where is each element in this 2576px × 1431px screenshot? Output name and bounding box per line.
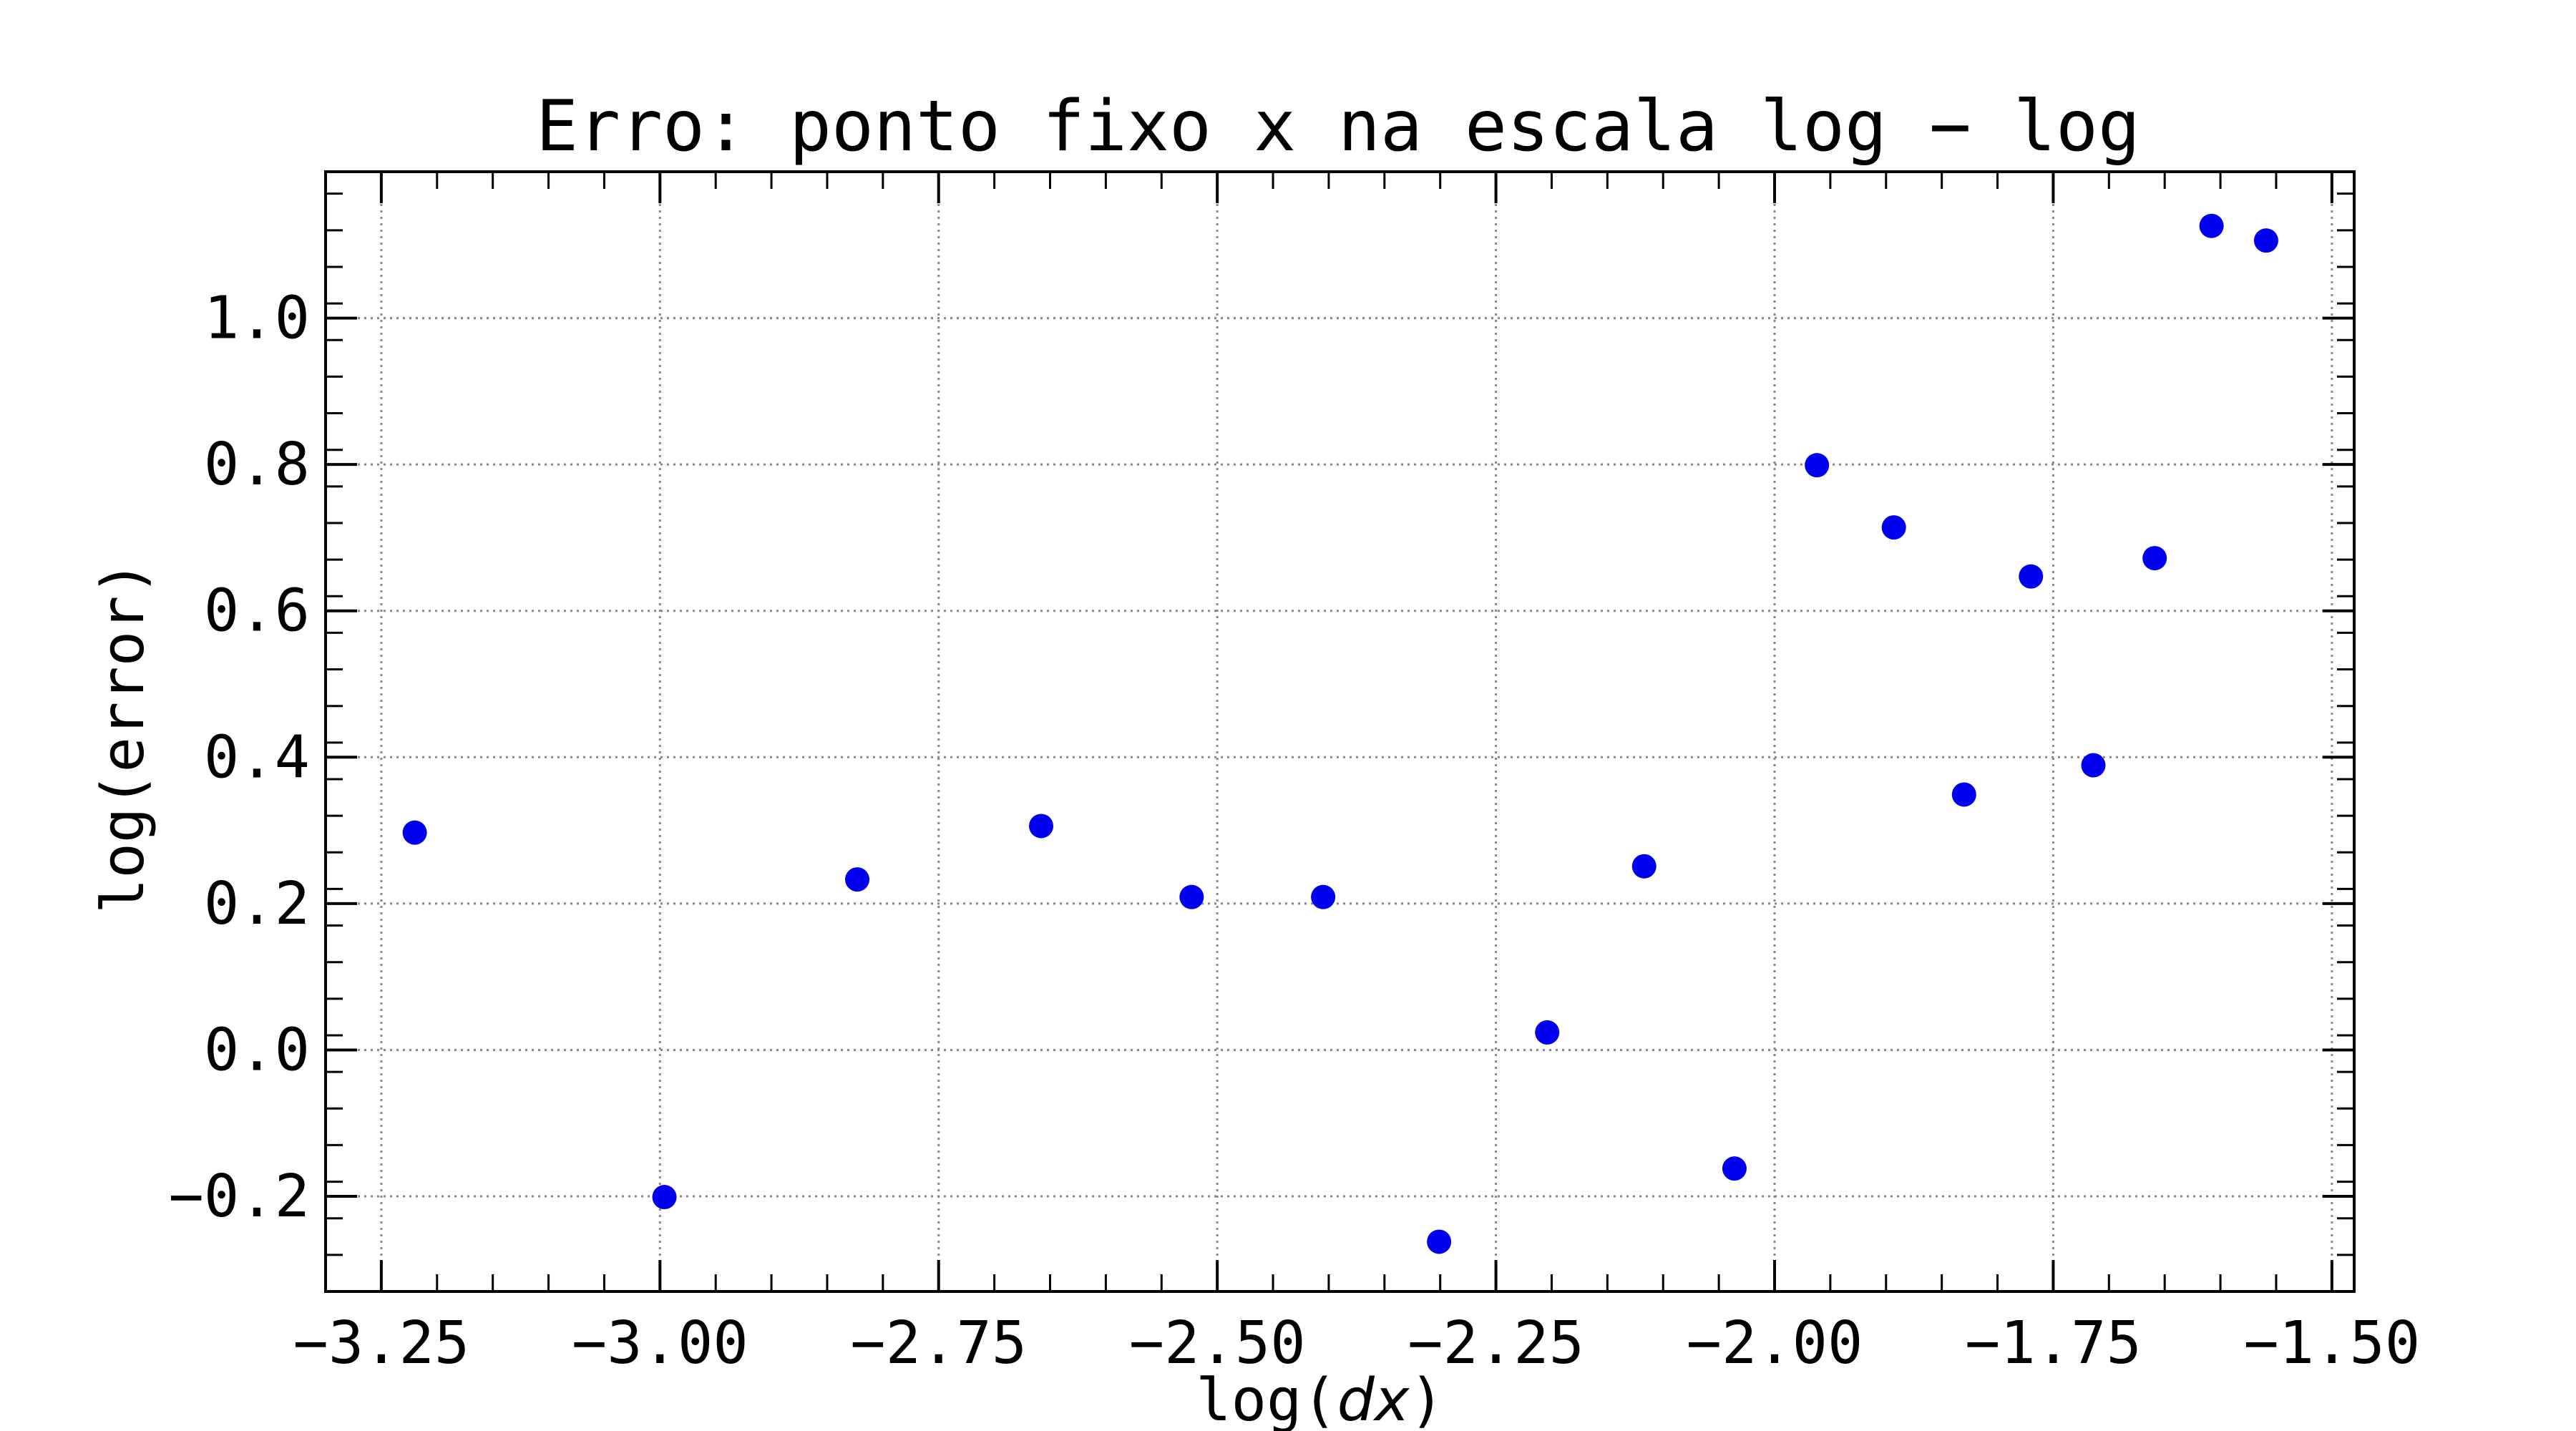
y-tick-label: 0.4 <box>204 723 310 791</box>
data-point <box>2199 213 2224 238</box>
data-point <box>845 867 870 892</box>
data-point <box>2019 564 2044 589</box>
x-tick-label: −2.00 <box>1687 1309 1863 1377</box>
data-point <box>1631 854 1657 879</box>
grid <box>326 172 2354 1291</box>
x-tick-label: −2.25 <box>1407 1309 1584 1377</box>
x-axis-label-variable: dx <box>1337 1367 1410 1431</box>
data-point <box>1951 782 1976 807</box>
data-point <box>1427 1229 1452 1254</box>
x-axis-label-prefix: log( <box>1196 1367 1337 1431</box>
data-point <box>2081 753 2106 778</box>
x-tick-labels: −3.25 −3.00 −2.75 −2.50 −2.25 −2.00 −1.75 −1.50 <box>293 1309 2420 1377</box>
x-tick-label: −1.75 <box>1965 1309 2142 1377</box>
x-tick-label: −1.50 <box>2243 1309 2420 1377</box>
y-tick-label: −0.2 <box>169 1163 310 1231</box>
data-point <box>1805 453 1830 478</box>
y-tick-label: 0.0 <box>204 1016 310 1084</box>
data-point <box>1722 1156 1747 1181</box>
plot-frame <box>324 170 2356 1293</box>
x-axis-label-suffix: ) <box>1409 1367 1444 1431</box>
data-point <box>1881 515 1906 540</box>
y-tick-label: 0.6 <box>204 577 310 645</box>
data-point <box>652 1185 677 1210</box>
chart-title: Erro: ponto fixo x na escala log − log <box>536 86 2140 167</box>
data-point <box>402 820 427 845</box>
y-tick-label: 0.2 <box>204 870 310 938</box>
y-tick-labels: −0.2 0.0 0.2 0.4 0.6 0.8 1.0 <box>169 285 310 1231</box>
data-points <box>402 213 2278 1254</box>
y-axis-label: log(error) <box>89 560 157 914</box>
data-point <box>1311 884 1336 909</box>
x-tick-label: −2.50 <box>1129 1309 1306 1377</box>
y-tick-label: 1.0 <box>204 285 310 353</box>
x-tick-label: −2.75 <box>850 1309 1027 1377</box>
y-tick-label: 0.8 <box>204 431 310 499</box>
data-point <box>1179 884 1204 909</box>
data-point <box>1029 814 1054 839</box>
data-point <box>2253 228 2278 253</box>
data-point <box>2142 546 2167 571</box>
x-tick-label: −3.00 <box>572 1309 748 1377</box>
data-point <box>1535 1020 1560 1045</box>
x-tick-label: −3.25 <box>293 1309 469 1377</box>
axis-ticks <box>324 172 2354 1293</box>
x-axis-label: log(dx) <box>1196 1367 1444 1431</box>
